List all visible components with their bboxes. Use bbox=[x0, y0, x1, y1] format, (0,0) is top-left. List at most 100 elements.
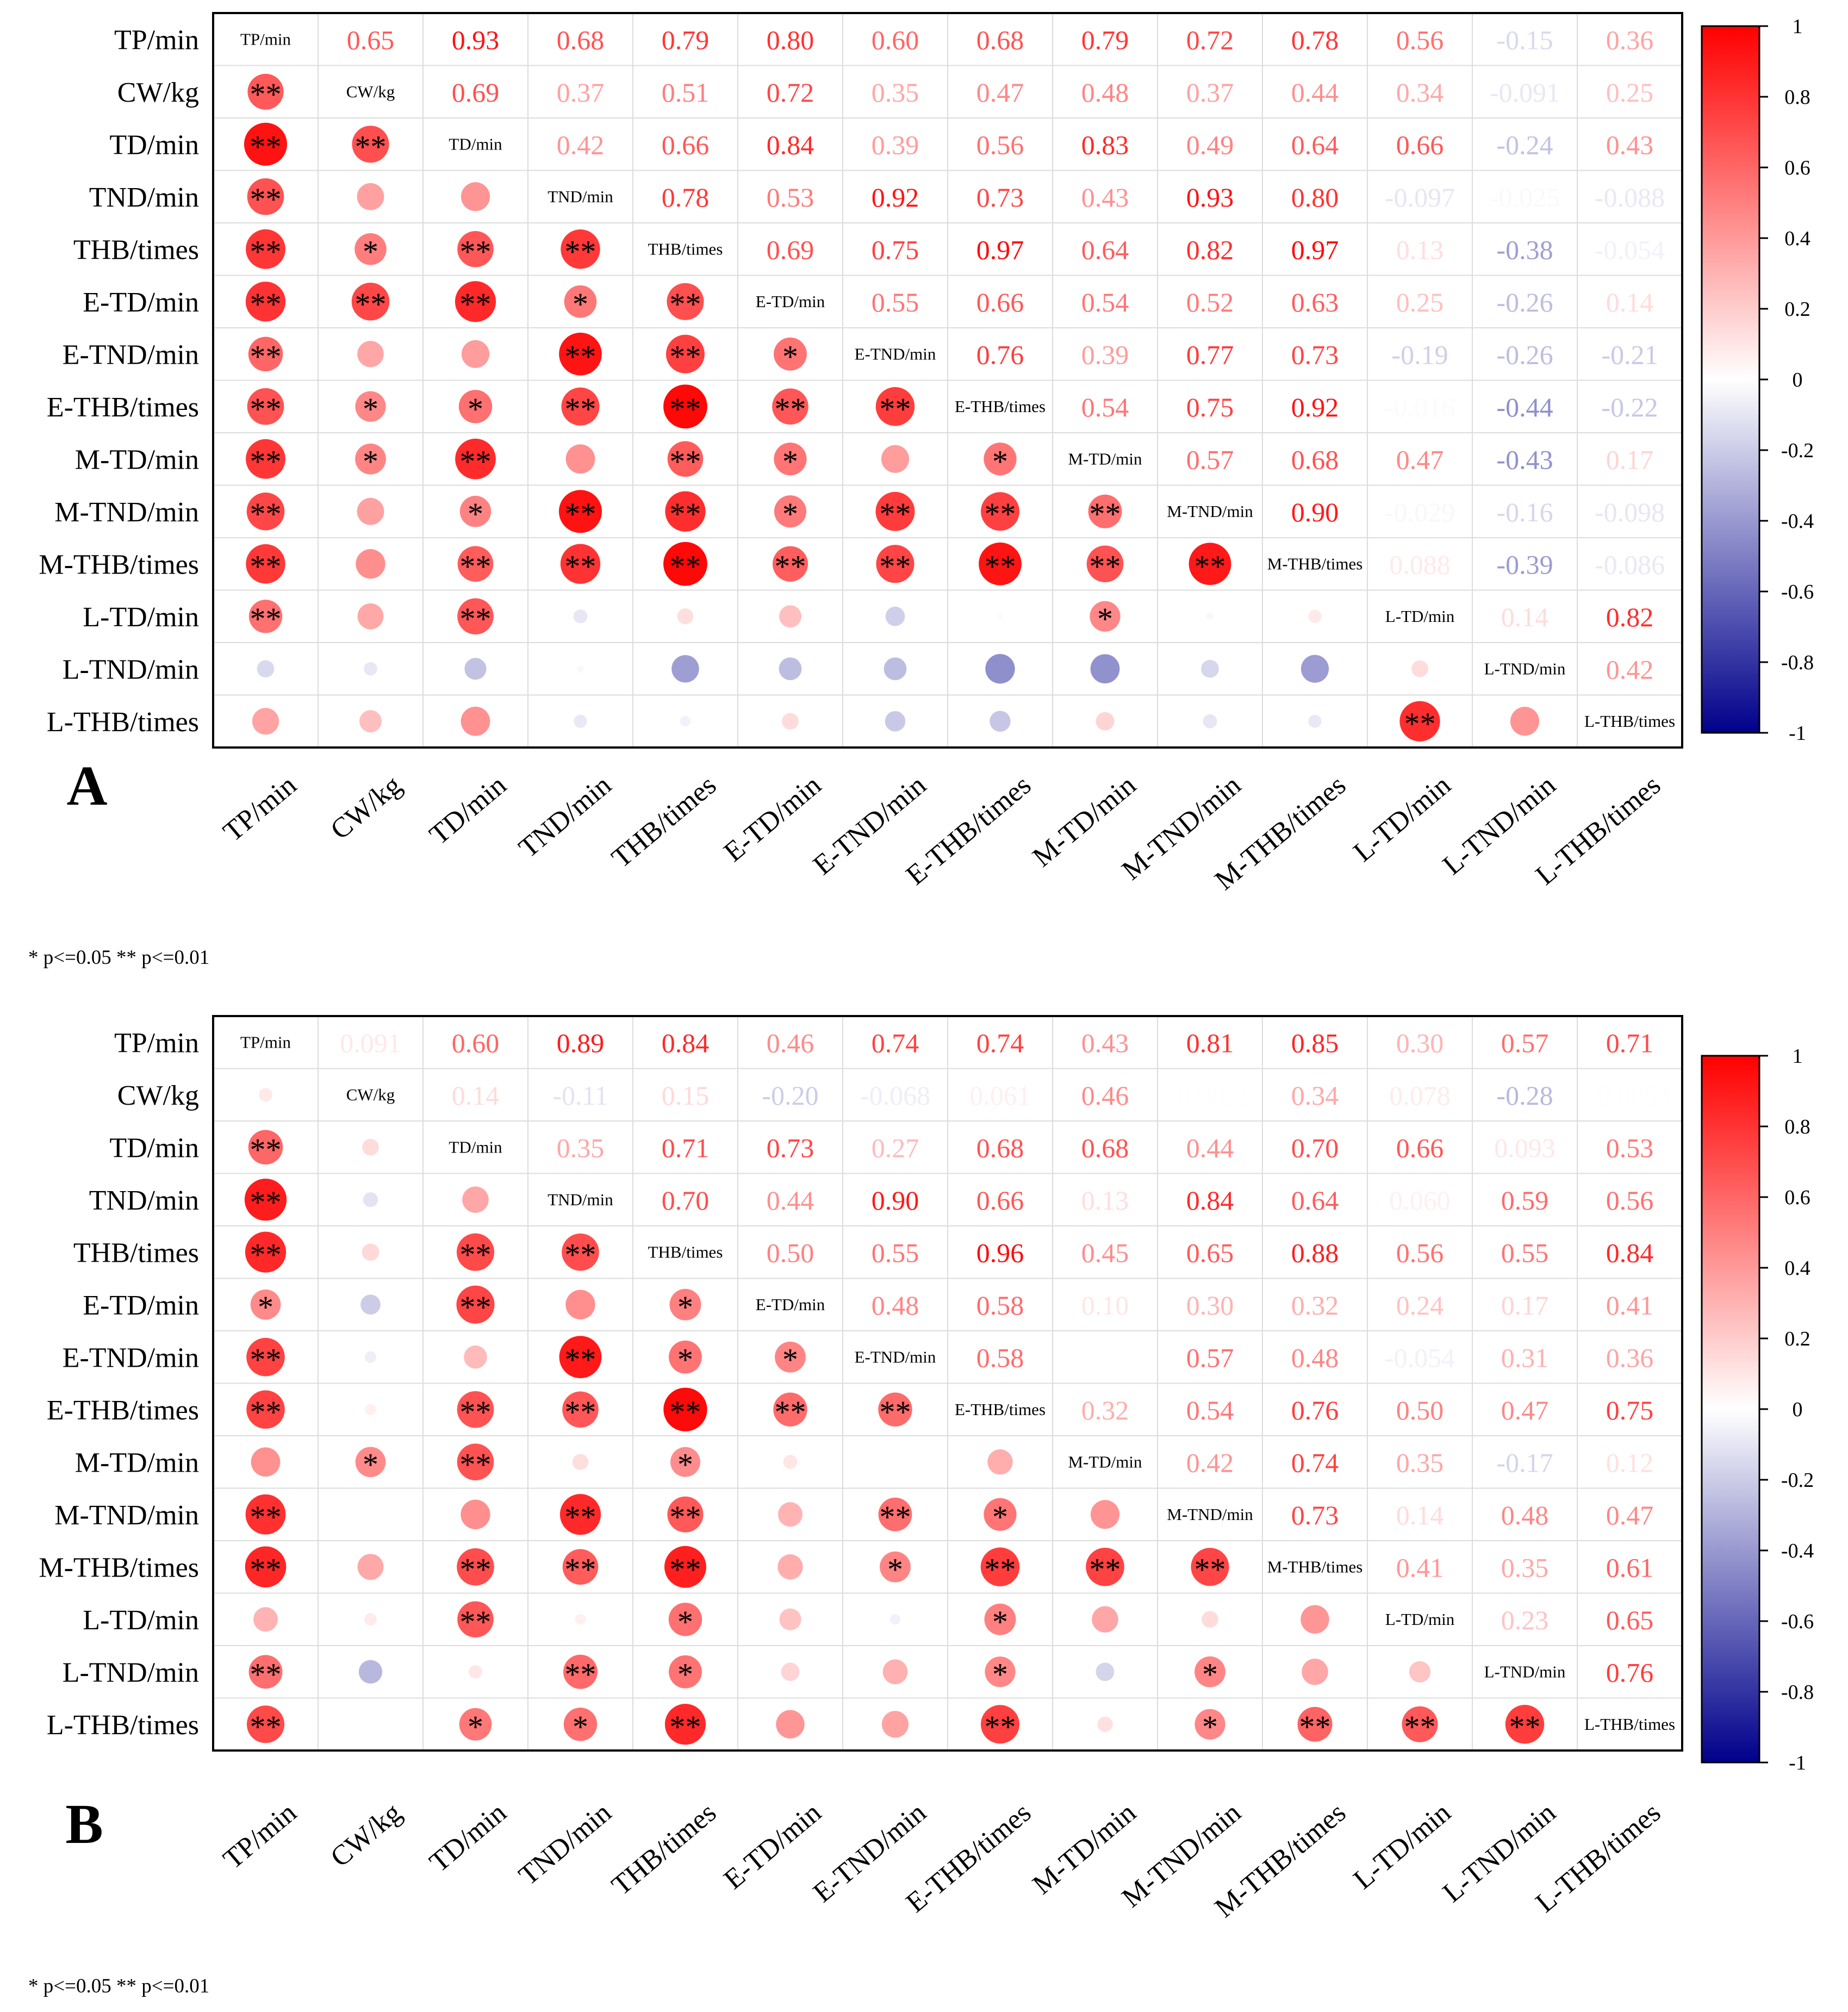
correlation-value-label: 0.061 bbox=[969, 1080, 1031, 1111]
correlation-circle bbox=[881, 445, 910, 473]
diagonal-variable-label: E-TND/min bbox=[855, 344, 936, 363]
correlation-circle bbox=[667, 441, 704, 477]
correlation-value-label: -0.025 bbox=[1490, 182, 1560, 213]
correlation-circle bbox=[1411, 660, 1428, 677]
correlation-value-label: 0.48 bbox=[1291, 1342, 1339, 1373]
significance-marker: * bbox=[782, 339, 798, 374]
correlation-value-label: 0.66 bbox=[662, 129, 710, 160]
significance-marker: ** bbox=[985, 496, 1016, 532]
correlation-circle bbox=[459, 496, 491, 527]
correlation-circle bbox=[880, 1551, 911, 1583]
correlation-value-label: 0.35 bbox=[557, 1132, 605, 1163]
correlation-value-label: 0.13 bbox=[1081, 1185, 1129, 1216]
correlation-circle bbox=[369, 1722, 372, 1726]
correlation-value-label: 0.35 bbox=[872, 77, 919, 108]
correlation-circle bbox=[559, 1336, 602, 1379]
correlation-circle bbox=[881, 1711, 909, 1738]
significance-marker: ** bbox=[250, 1132, 282, 1167]
correlation-circle bbox=[461, 182, 490, 211]
diagonal-variable-label: E-TND/min bbox=[855, 1347, 936, 1366]
correlation-value-label: 0.76 bbox=[1291, 1395, 1339, 1425]
correlation-value-label: -0.38 bbox=[1496, 234, 1553, 265]
matrix-frame bbox=[212, 1015, 1683, 1752]
row-label-l-tnd-min: L-TND/min bbox=[63, 1657, 199, 1688]
correlation-circle bbox=[665, 491, 706, 532]
colorbar-tick-label: -0.4 bbox=[1781, 1540, 1814, 1562]
correlation-circle bbox=[245, 1231, 287, 1273]
correlation-value-label: 0.77 bbox=[1186, 339, 1234, 370]
correlation-circle bbox=[351, 282, 390, 321]
correlation-value-label: 0.45 bbox=[1081, 1237, 1129, 1268]
diagonal-variable-label: TND/min bbox=[547, 1190, 613, 1209]
significance-marker: ** bbox=[250, 1552, 282, 1587]
correlation-value-label: 0.58 bbox=[976, 1290, 1024, 1320]
correlation-value-label: 0.96 bbox=[976, 1237, 1024, 1268]
colorbar-tick-label: -0.6 bbox=[1781, 581, 1814, 603]
correlation-circle bbox=[562, 1233, 599, 1271]
correlation-value-label: 0.89 bbox=[557, 1027, 605, 1058]
correlation-circle bbox=[469, 1665, 482, 1679]
significance-marker: ** bbox=[355, 286, 387, 322]
colorbar-tick-label: 0.4 bbox=[1784, 1257, 1810, 1280]
significance-marker: * bbox=[677, 1447, 693, 1482]
significance-marker: ** bbox=[1509, 1709, 1541, 1745]
diagonal-variable-label: TD/min bbox=[449, 1137, 502, 1156]
significance-marker: ** bbox=[670, 286, 701, 322]
row-label-m-tnd-min: M-TND/min bbox=[54, 497, 199, 528]
significance-marker: ** bbox=[565, 496, 596, 532]
correlation-circle bbox=[1510, 707, 1540, 736]
correlation-value-label: 0.68 bbox=[976, 24, 1024, 55]
correlation-circle bbox=[577, 665, 584, 672]
correlation-value-label: -0.097 bbox=[1385, 182, 1455, 213]
significance-marker: ** bbox=[985, 1552, 1016, 1587]
significance-marker: ** bbox=[670, 1709, 701, 1745]
colorbar-tick-label: 0.2 bbox=[1784, 298, 1810, 321]
correlation-value-label: 0.66 bbox=[1396, 129, 1444, 160]
correlation-value-label: 0.52 bbox=[1186, 287, 1234, 317]
correlation-value-label: 0.37 bbox=[557, 77, 605, 108]
correlation-value-label: -0.086 bbox=[1595, 549, 1665, 580]
diagonal-variable-label: M-THB/times bbox=[1267, 1557, 1363, 1576]
correlation-circle bbox=[990, 711, 1011, 732]
correlation-value-label: -0.22 bbox=[1601, 392, 1658, 422]
diagonal-variable-label: E-TD/min bbox=[756, 292, 825, 311]
correlation-value-label: 0.82 bbox=[1186, 234, 1234, 265]
grid-lines bbox=[213, 13, 1682, 748]
correlation-circle bbox=[783, 1455, 798, 1469]
significance-marker: ** bbox=[670, 1552, 701, 1587]
correlation-value-label: 0.36 bbox=[1606, 1342, 1654, 1373]
colorbar-tick-label: 0 bbox=[1793, 1398, 1803, 1421]
significance-marker: * bbox=[677, 1342, 693, 1377]
significance-marker: ** bbox=[250, 496, 282, 532]
significance-marker: ** bbox=[670, 549, 701, 584]
correlation-value-label: 0.58 bbox=[976, 1342, 1024, 1373]
correlation-circle bbox=[359, 710, 382, 733]
correlation-circle bbox=[979, 542, 1022, 585]
correlation-circle bbox=[885, 711, 906, 732]
colorbar-tick-label: 0.4 bbox=[1784, 227, 1810, 250]
correlation-circle bbox=[779, 657, 802, 681]
significance-marker: * bbox=[992, 1656, 1008, 1692]
correlation-value-label: -0.26 bbox=[1496, 287, 1553, 317]
diagonal-variable-label: TP/min bbox=[240, 1032, 291, 1051]
correlation-circle bbox=[665, 334, 705, 373]
correlation-circle bbox=[457, 598, 494, 635]
correlation-value-label: 0.74 bbox=[976, 1027, 1024, 1058]
correlation-value-label: -0.088 bbox=[1595, 182, 1665, 213]
correlation-circle bbox=[680, 716, 691, 727]
significance-marker: ** bbox=[985, 1709, 1016, 1745]
correlation-circle bbox=[245, 282, 286, 322]
correlation-value-label: 0.82 bbox=[1606, 602, 1654, 632]
correlation-circle bbox=[663, 1387, 707, 1431]
correlation-circle bbox=[663, 541, 707, 586]
correlation-circle bbox=[363, 1192, 378, 1207]
significance-marker: ** bbox=[985, 549, 1016, 584]
correlation-circle bbox=[781, 1662, 800, 1681]
correlation-circle bbox=[250, 1289, 281, 1320]
significance-marker: * bbox=[992, 1499, 1008, 1535]
significance-marker: ** bbox=[355, 129, 387, 164]
correlation-value-label: 0.97 bbox=[976, 234, 1024, 265]
significance-marker: ** bbox=[775, 549, 806, 584]
row-label-e-tnd-min: E-TND/min bbox=[63, 1342, 199, 1373]
significance-marker: ** bbox=[1299, 1709, 1331, 1745]
